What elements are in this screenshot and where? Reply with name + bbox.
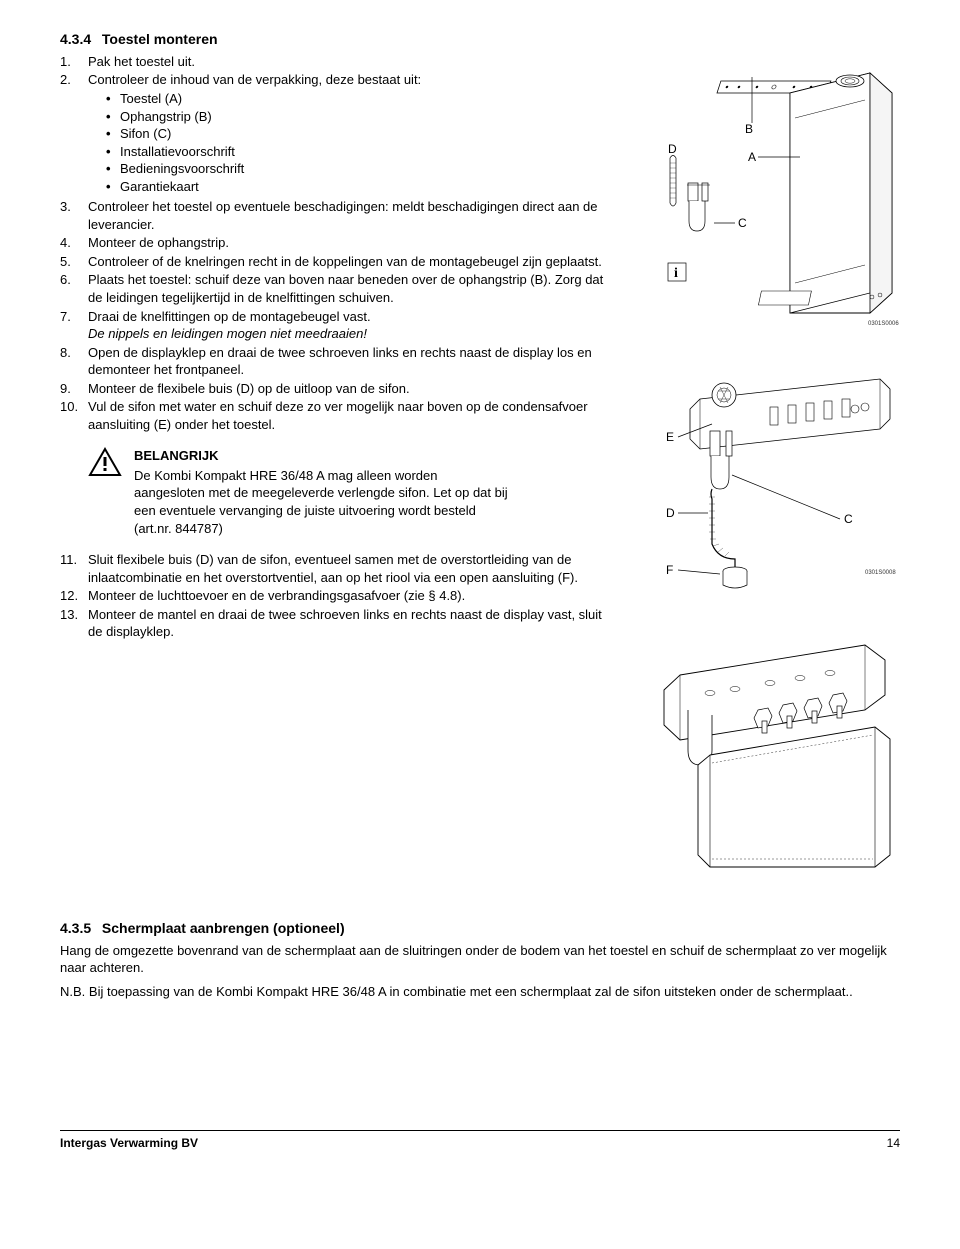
bullet-item: Bedieningsvoorschrift xyxy=(106,160,616,178)
figure-1: B xyxy=(640,53,900,353)
list-item: 13.Monteer de mantel en draai de twee sc… xyxy=(60,606,616,641)
list-item: 10.Vul de sifon met water en schuif deze… xyxy=(60,398,616,433)
section1-row: 1.Pak het toestel uit. 2. Controleer de … xyxy=(60,53,900,891)
figure-3 xyxy=(640,615,900,875)
list-item: 3.Controleer het toestel op eventuele be… xyxy=(60,198,616,233)
bullet-item: Toestel (A) xyxy=(106,90,616,108)
fig1-label-D: D xyxy=(668,142,677,156)
bullet-list: Toestel (A) Ophangstrip (B) Sifon (C) In… xyxy=(88,90,616,195)
section2-title: 4.3.5 Schermplaat aanbrengen (optioneel) xyxy=(60,919,900,938)
footer-page: 14 xyxy=(887,1135,900,1151)
list-item: 2. Controleer de inhoud van de verpakkin… xyxy=(60,71,616,197)
fig2-code: 0301S0008 xyxy=(865,570,896,576)
section2-heading: Schermplaat aanbrengen (optioneel) xyxy=(102,920,345,936)
list-item: 7. Draai de knelfittingen op de montageb… xyxy=(60,308,616,343)
important-body: De Kombi Kompakt HRE 36/48 A mag alleen … xyxy=(134,467,508,537)
important-title: BELANGRIJK xyxy=(134,447,508,465)
list-item: 12.Monteer de luchttoevoer en de verbran… xyxy=(60,587,616,605)
section2: 4.3.5 Schermplaat aanbrengen (optioneel)… xyxy=(60,919,900,1001)
section1-text: 1.Pak het toestel uit. 2. Controleer de … xyxy=(60,53,616,642)
list-item: 6.Plaats het toestel: schuif deze van bo… xyxy=(60,271,616,306)
svg-text:i: i xyxy=(674,266,678,281)
list-item: 5.Controleer of de knelringen recht in d… xyxy=(60,253,616,271)
bullet-item: Installatievoorschrift xyxy=(106,143,616,161)
figure-2: E D xyxy=(640,369,900,599)
list-item: 4.Monteer de ophangstrip. xyxy=(60,234,616,252)
section2-num: 4.3.5 xyxy=(60,919,98,938)
section1-title: 4.3.4 Toestel monteren xyxy=(60,30,900,49)
bullet-item: Garantiekaart xyxy=(106,178,616,196)
bullet-item: Sifon (C) xyxy=(106,125,616,143)
bullet-item: Ophangstrip (B) xyxy=(106,108,616,126)
list-item: 9.Monteer de flexibele buis (D) op de ui… xyxy=(60,380,616,398)
fig2-label-D: D xyxy=(666,506,675,520)
section1-num: 4.3.4 xyxy=(60,30,98,49)
fig2-label-F: F xyxy=(666,563,673,577)
section1-heading: Toestel monteren xyxy=(102,31,218,47)
fig1-label-A: A xyxy=(748,150,756,164)
important-note: BELANGRIJK De Kombi Kompakt HRE 36/48 A … xyxy=(88,447,508,537)
footer-company: Intergas Verwarming BV xyxy=(60,1135,198,1151)
figures-column: B xyxy=(640,53,900,891)
list-item: 11.Sluit flexibele buis (D) van de sifon… xyxy=(60,551,616,586)
warning-icon xyxy=(88,447,122,477)
fig2-label-C: C xyxy=(844,512,853,526)
fig1-label-C: C xyxy=(738,216,747,230)
fig2-label-E: E xyxy=(666,430,674,444)
fig1-label-B: B xyxy=(745,122,753,136)
list-item: 1.Pak het toestel uit. xyxy=(60,53,616,71)
list-item: 8.Open de displayklep en draai de twee s… xyxy=(60,344,616,379)
page-footer: Intergas Verwarming BV 14 xyxy=(60,1130,900,1151)
section2-p2: N.B. Bij toepassing van de Kombi Kompakt… xyxy=(60,983,900,1001)
section1-list2: 11.Sluit flexibele buis (D) van de sifon… xyxy=(60,551,616,641)
fig1-code: 0301S0006 xyxy=(868,321,899,327)
section1-list: 1.Pak het toestel uit. 2. Controleer de … xyxy=(60,53,616,433)
section2-p1: Hang de omgezette bovenrand van de scher… xyxy=(60,942,900,977)
